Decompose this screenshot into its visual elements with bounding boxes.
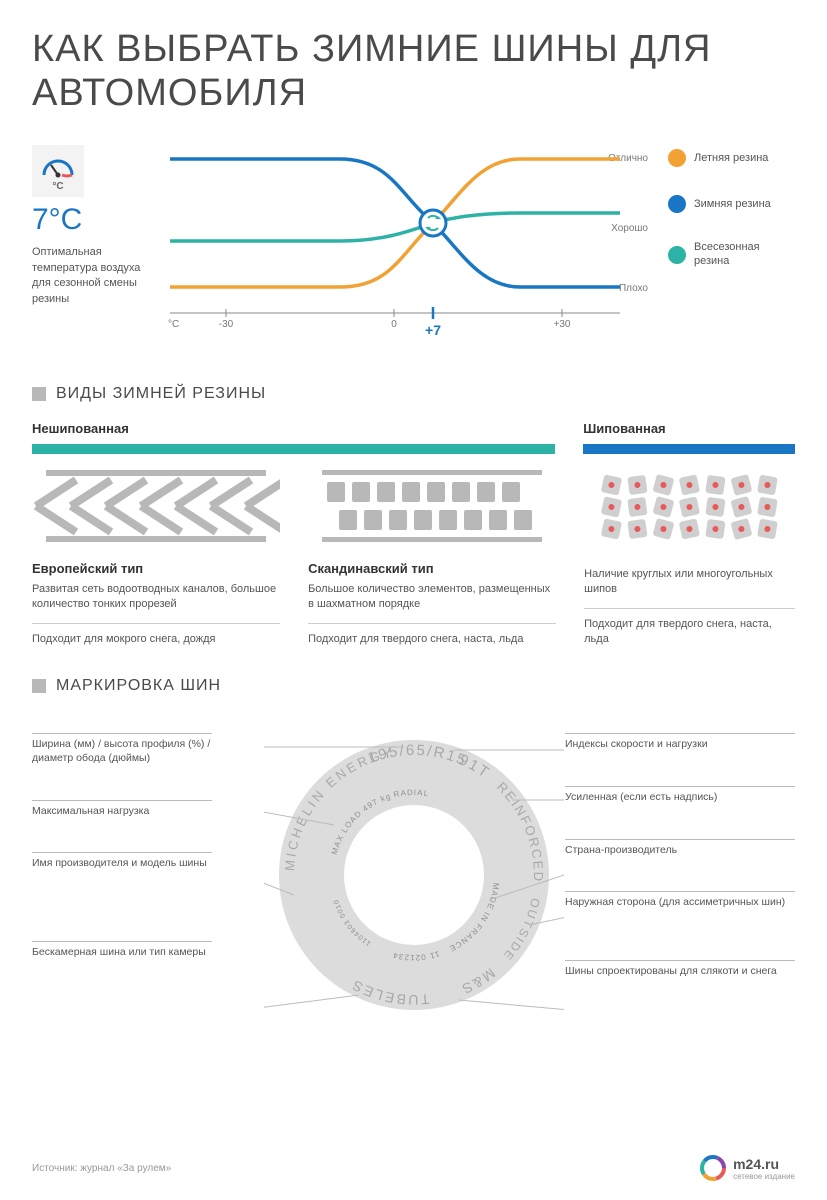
source-text: Источник: журнал «За рулем» [32,1163,171,1174]
callout: Бескамерная шина или тип камеры [32,941,212,960]
type-col-european: Европейский тип Развитая сеть водоотводн… [32,470,280,647]
curve-summer [170,159,620,287]
xlabel: °C [168,319,179,330]
publisher-logo: m24.ru сетевое издание [699,1154,795,1182]
page-title: КАК ВЫБРАТЬ ЗИМНИЕ ШИНЫ ДЛЯ АВТОМОБИЛЯ [32,28,795,115]
gauge-unit: °C [52,181,63,192]
callout: Страна-производитель [565,839,795,858]
group-label-stud: Шипованная [583,421,795,436]
callout: Максимальная нагрузка [32,800,212,819]
tire-marking-diagram: 195/65/R15 91T REINFORCED OUTSIDE M&S TU… [32,713,795,1043]
legend-item: Летняя резина [668,149,798,167]
type-group-bars: Нешипованная Шипованная [32,421,795,470]
logo-subtext: сетевое издание [733,1172,795,1181]
square-bullet-icon [32,679,46,693]
dot-icon [668,149,686,167]
tire-ring-icon: 195/65/R15 91T REINFORCED OUTSIDE M&S TU… [264,725,564,1025]
temp-desc: Оптимальная температура воздуха для сезо… [32,245,142,307]
logo-ring-icon [699,1154,727,1182]
xt0: -30 [219,319,234,330]
xt3: +30 [554,319,571,330]
section-header-marking: МАРКИРОВКА ШИН [32,677,795,695]
chart-legend: Летняя резина Зимняя резина Всесезонная … [668,145,798,345]
xt1: 0 [391,319,397,330]
callouts-right: Индексы скорости и нагрузки Усиленная (е… [565,733,795,1012]
xt2: +7 [425,322,441,338]
legend-item: Зимняя резина [668,195,798,213]
gauge-icon: °C [32,145,84,197]
type-col-studded: Наличие круглых или многоугольных шипов … [584,470,795,647]
callout: Индексы скорости и нагрузки [565,733,795,752]
tire-types: Европейский тип Развитая сеть водоотводн… [32,470,795,647]
pattern-scandinavian [308,470,556,542]
dot-icon [668,246,686,264]
group-label-nonstud: Нешипованная [32,421,555,436]
callout: Ширина (мм) / высота профиля (%) / диаме… [32,733,212,765]
callout: Имя производителя и модель шины [32,852,212,871]
ylabel-2: Плохо [619,283,648,294]
dot-icon [668,195,686,213]
ylabel-1: Хорошо [611,223,648,234]
curve-allseason [170,213,620,241]
callout: Усиленная (если есть надпись) [565,786,795,805]
temp-value: 7°C [32,203,142,237]
logo-text: m24.ru [733,1156,795,1172]
legend-item: Всесезонная резина [668,241,798,267]
bar-stud [583,444,795,454]
curve-winter [170,159,620,287]
pattern-european [32,470,280,542]
section-header-types: ВИДЫ ЗИМНЕЙ РЕЗИНЫ [32,385,795,403]
pattern-studded [584,470,795,542]
type-col-scandinavian: Скандинавский тип Большое количество эле… [308,470,556,647]
bar-nonstud [32,444,555,454]
temp-block: °C 7°C Оптимальная температура воздуха д… [32,145,142,345]
callout: Наружная сторона (для ассиметричных шин) [565,891,795,910]
performance-chart: Отлично Хорошо Плохо °C -30 0 +7 +30 [160,145,650,345]
square-bullet-icon [32,387,46,401]
footer: Источник: журнал «За рулем» m24.ru сетев… [32,1154,795,1182]
callout: Шины спроектированы для слякоти и снега [565,960,795,979]
callouts-left: Ширина (мм) / высота профиля (%) / диаме… [32,733,212,993]
temp-chart-section: °C 7°C Оптимальная температура воздуха д… [32,145,795,345]
